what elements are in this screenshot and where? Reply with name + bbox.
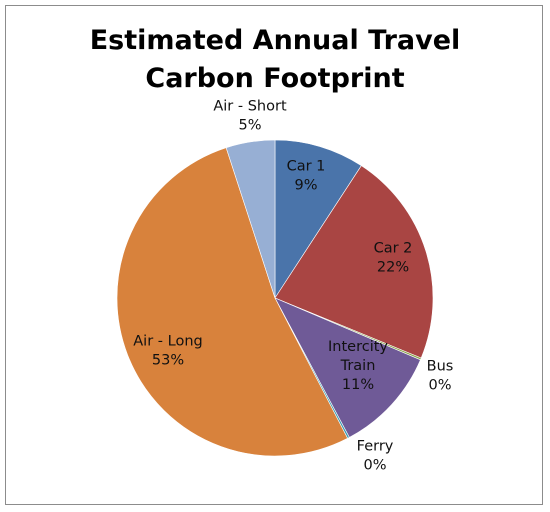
data-label-bus: Bus 0% (427, 359, 454, 394)
chart-title-line-1: Estimated Annual Travel (89, 25, 461, 56)
data-label-intercity-train: Intercity Train 11% (328, 339, 388, 393)
chart-title-line-2: Carbon Footprint (145, 63, 405, 94)
data-label-ferry: Ferry 0% (357, 439, 394, 474)
data-label-car-2: Car 2 22% (374, 241, 413, 276)
pie-slice-air-long (116, 147, 349, 457)
data-label-car-1: Car 1 9% (287, 159, 326, 194)
pie-slice-car-2 (274, 165, 434, 359)
data-label-air-short: Air - Short 5% (213, 99, 287, 134)
pie-slice-car-1 (274, 139, 362, 300)
pie-slice-intercity-train (274, 297, 421, 438)
data-label-air-long: Air - Long 53% (133, 334, 202, 369)
chart-title: Estimated Annual Travel Carbon Footprint (0, 22, 550, 98)
pie-slice-air-short (225, 139, 276, 299)
